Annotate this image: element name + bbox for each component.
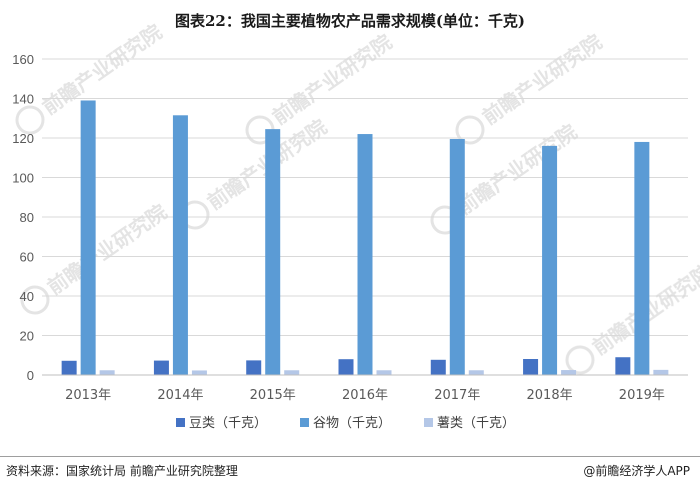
legend-swatch [424, 418, 433, 427]
bar [523, 359, 539, 375]
watermark: 前瞻产业研究院 [455, 30, 606, 145]
legend-item: 薯类（千克） [424, 416, 515, 431]
y-axis: 0 20 40 60 80 100 120 140 160 [12, 52, 34, 383]
bars [61, 100, 669, 375]
y-tick-label: 160 [12, 52, 34, 67]
y-tick-label: 20 [20, 329, 34, 344]
x-tick-label: 2014年 [157, 388, 203, 403]
legend-label: 薯类（千克） [437, 416, 515, 431]
watermark: 前瞻产业研究院 [180, 115, 331, 230]
legend-item: 谷物（千克） [300, 416, 391, 431]
qianzhan-logo-icon [565, 345, 595, 375]
x-tick-label: 2013年 [65, 388, 111, 403]
watermark-text: 前瞻产业研究院 [268, 30, 396, 130]
legend-item: 豆类（千克） [176, 416, 267, 431]
qianzhan-logo-icon [15, 105, 45, 135]
watermark-text: 前瞻产业研究院 [478, 30, 606, 130]
bar [561, 370, 577, 375]
bar-group [153, 115, 207, 375]
bar [338, 359, 354, 375]
bar [468, 370, 484, 375]
qianzhan-logo-icon [455, 115, 485, 145]
bar [61, 360, 77, 375]
bar-group [615, 141, 669, 375]
legend: 豆类（千克） 谷物（千克） 薯类（千克） [176, 416, 515, 431]
bar [284, 370, 300, 375]
legend-label: 豆类（千克） [189, 416, 267, 431]
bar-group [338, 134, 392, 375]
footer-divider [0, 456, 700, 457]
chart-title: 图表22：我国主要植物农产品需求规模(单位：千克) [174, 12, 526, 30]
x-tick-label: 2018年 [527, 388, 573, 403]
y-tick-label: 40 [20, 289, 34, 304]
bar [246, 360, 262, 375]
y-tick-label: 0 [27, 368, 34, 383]
bar [634, 141, 650, 375]
x-tick-label: 2016年 [342, 388, 388, 403]
x-tick-label: 2017年 [434, 388, 480, 403]
bar [191, 370, 207, 375]
bar [357, 134, 373, 375]
watermark-text: 前瞻产业研究院 [38, 20, 166, 120]
y-tick-label: 60 [20, 250, 34, 265]
x-tick-label: 2019年 [619, 388, 665, 403]
bar [99, 370, 115, 375]
legend-swatch [300, 418, 309, 427]
bar [615, 357, 631, 375]
watermark: 前瞻产业研究院 [565, 260, 700, 375]
watermark-text: 前瞻产业研究院 [43, 200, 171, 300]
y-tick-label: 140 [12, 92, 34, 107]
y-tick-label: 80 [20, 210, 34, 225]
bar [80, 100, 96, 375]
watermark-text: 前瞻产业研究院 [453, 120, 581, 220]
bar-group [523, 145, 577, 375]
credit-note: @前瞻经济学人APP [583, 464, 690, 478]
bar [653, 369, 669, 375]
y-tick-label: 120 [12, 131, 34, 146]
x-tick-label: 2015年 [250, 388, 296, 403]
bar [430, 359, 446, 375]
y-tick-label: 100 [12, 171, 34, 186]
source-note: 资料来源：国家统计局 前瞻产业研究院整理 [6, 464, 238, 478]
legend-label: 谷物（千克） [313, 416, 391, 431]
bar-chart: 前瞻产业研究院前瞻产业研究院前瞻产业研究院前瞻产业研究院前瞻产业研究院前瞻产业研… [12, 20, 700, 431]
bar [172, 115, 188, 375]
watermark-layer: 前瞻产业研究院前瞻产业研究院前瞻产业研究院前瞻产业研究院前瞻产业研究院前瞻产业研… [15, 20, 700, 375]
bar [153, 360, 169, 375]
bar [542, 145, 558, 375]
bar-group [430, 138, 484, 375]
x-axis: 2013年 2014年 2015年 2016年 2017年 2018年 2019年 [42, 374, 688, 403]
qianzhan-logo-icon [20, 285, 50, 315]
bar [265, 129, 281, 375]
bar [376, 370, 392, 375]
bar-group [246, 129, 300, 375]
bar-group [61, 100, 115, 375]
bar [449, 138, 465, 375]
legend-swatch [176, 418, 185, 427]
